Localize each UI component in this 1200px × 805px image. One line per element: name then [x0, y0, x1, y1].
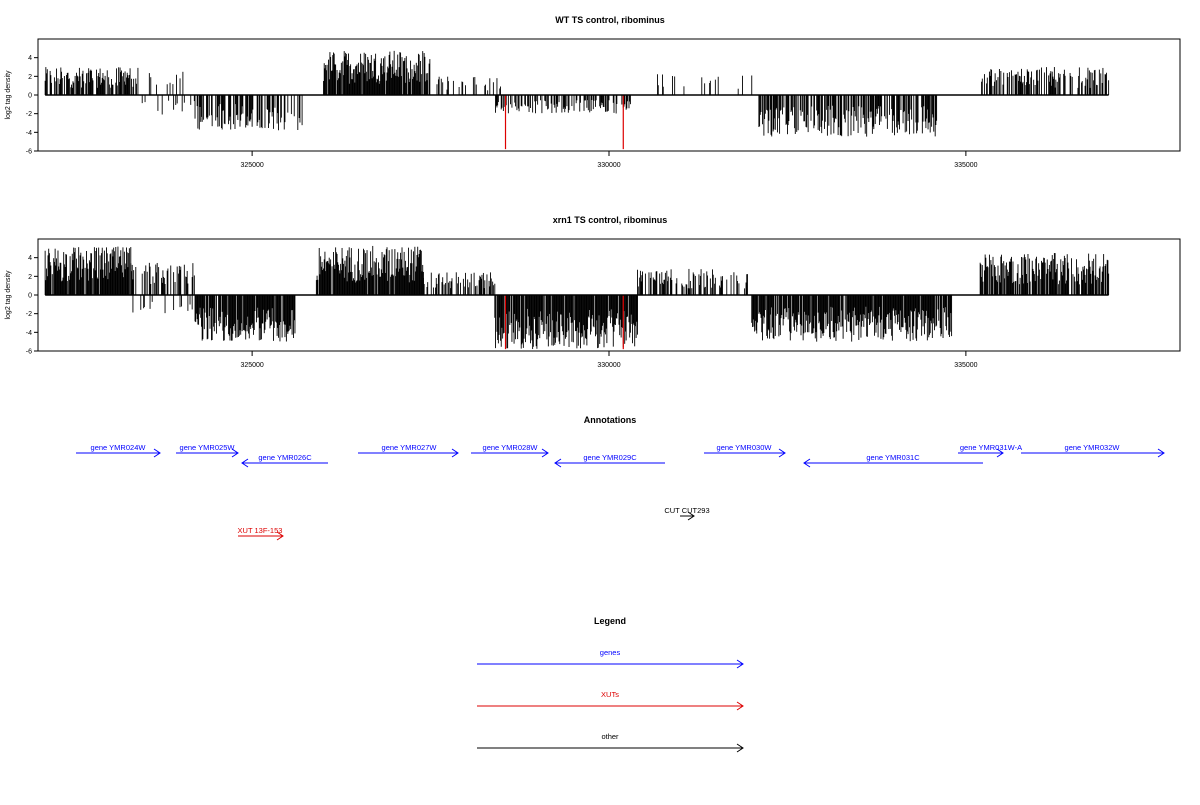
legend-entry: XUTs [477, 690, 744, 711]
feature-arrow-head [241, 458, 249, 468]
x-tick-label: 325000 [240, 362, 263, 369]
legend-entry: other [477, 732, 744, 753]
annotation-feature: gene YMR031C [803, 453, 983, 468]
feature-label: gene YMR031C [866, 453, 920, 462]
y-tick-label: 0 [28, 93, 32, 100]
annotation-feature: gene YMR029C [554, 453, 665, 468]
feature-label: gene YMR024W [91, 443, 147, 452]
feature-label: gene YMR030W [717, 443, 773, 452]
feature-label: gene YMR032W [1065, 443, 1121, 452]
feature-label: XUT 13F-153 [238, 526, 283, 535]
density-bars [44, 245, 1110, 350]
y-tick-label: -4 [26, 130, 32, 137]
y-tick-label: 4 [28, 55, 32, 62]
annotation-feature: gene YMR025W [176, 443, 239, 458]
annotation-feature: gene YMR032W [1021, 443, 1165, 458]
y-tick-label: -4 [26, 330, 32, 337]
y-tick-label: 4 [28, 255, 32, 262]
feature-arrow-head [778, 448, 786, 458]
y-axis: -6 -4 -2 0 2 4 [26, 255, 38, 356]
feature-arrow-head [803, 458, 811, 468]
feature-arrow-head [231, 448, 239, 458]
y-tick-label: 2 [28, 274, 32, 281]
y-tick-label: -2 [26, 311, 32, 318]
annotations-track: Annotations gene YMR024W gene YMR025W gene… [76, 415, 1165, 541]
feature-arrow-head [687, 511, 695, 521]
track-panel-wt: WT TS control, ribominus log2 tag densit… [5, 15, 1181, 169]
y-axis: -6 -4 -2 0 2 4 [26, 55, 38, 156]
annotation-feature: gene YMR030W [704, 443, 786, 458]
annotations-title: Annotations [584, 415, 637, 425]
density-bars [44, 50, 1110, 150]
x-axis: 325000 330000 335000 [240, 151, 978, 169]
x-tick-label: 330000 [597, 162, 620, 169]
y-tick-label: -6 [26, 349, 32, 356]
x-tick-label: 330000 [597, 362, 620, 369]
feature-label: gene YMR027W [382, 443, 438, 452]
legend: Legend genes XUTs other [477, 616, 744, 753]
feature-label: CUT CUT293 [664, 506, 709, 515]
annotation-feature: CUT CUT293 [664, 506, 710, 521]
feature-arrow-head [1157, 448, 1165, 458]
y-axis-label: log2 tag density [5, 270, 12, 320]
panel-title: WT TS control, ribominus [555, 15, 665, 25]
x-tick-label: 335000 [954, 362, 977, 369]
legend-arrow-head [736, 659, 744, 669]
legend-label: other [601, 732, 619, 741]
y-tick-label: -6 [26, 149, 32, 156]
panel-title: xrn1 TS control, ribominus [553, 215, 668, 225]
feature-label: gene YMR031W-A [960, 443, 1022, 452]
annotation-feature: gene YMR028W [471, 443, 549, 458]
legend-label: genes [600, 648, 621, 657]
legend-title: Legend [594, 616, 626, 626]
annotation-feature: gene YMR026C [241, 453, 328, 468]
legend-arrow-head [736, 743, 744, 753]
y-tick-label: 0 [28, 293, 32, 300]
feature-label: gene YMR028W [483, 443, 539, 452]
legend-entry: genes [477, 648, 744, 669]
feature-arrow-head [541, 448, 549, 458]
track-panel-xrn1: xrn1 TS control, ribominus log2 tag dens… [5, 215, 1181, 369]
feature-label: gene YMR025W [180, 443, 236, 452]
annotation-feature: XUT 13F-153 [238, 526, 284, 541]
legend-arrow-head [736, 701, 744, 711]
feature-arrow-head [451, 448, 459, 458]
annotation-feature: gene YMR031W-A [958, 443, 1022, 458]
x-tick-label: 325000 [240, 162, 263, 169]
annotation-feature: gene YMR027W [358, 443, 459, 458]
legend-label: XUTs [601, 690, 619, 699]
feature-label: gene YMR029C [583, 453, 637, 462]
x-tick-label: 335000 [954, 162, 977, 169]
x-axis: 325000 330000 335000 [240, 351, 978, 369]
y-axis-label: log2 tag density [5, 70, 12, 120]
y-tick-label: -2 [26, 111, 32, 118]
annotation-feature: gene YMR024W [76, 443, 161, 458]
feature-arrow-head [996, 448, 1004, 458]
y-tick-label: 2 [28, 74, 32, 81]
feature-arrow-head [554, 458, 562, 468]
feature-arrow-head [276, 531, 284, 541]
feature-label: gene YMR026C [258, 453, 312, 462]
feature-arrow-head [153, 448, 161, 458]
